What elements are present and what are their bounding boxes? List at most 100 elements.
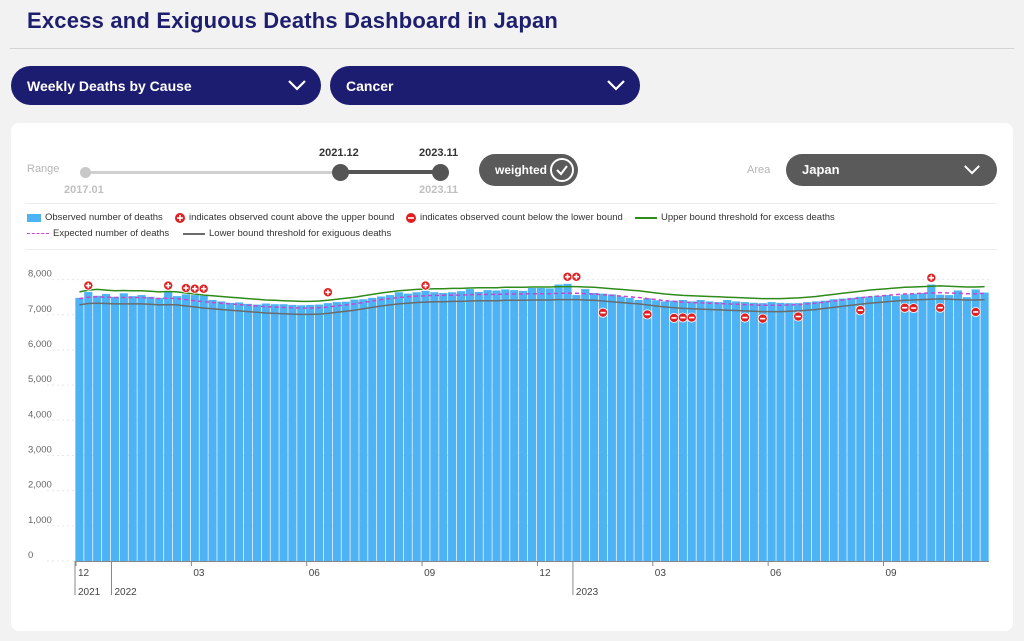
- area-dropdown[interactable]: Japan: [786, 154, 997, 186]
- bar: [625, 297, 634, 561]
- bar: [252, 304, 261, 561]
- year-label: 2021: [78, 587, 101, 598]
- area-label: Area: [747, 164, 771, 176]
- bar: [297, 305, 306, 561]
- bar: [155, 297, 164, 561]
- y-tick-label: 4,000: [28, 409, 52, 420]
- above-marker-vbar: [327, 289, 329, 295]
- bar: [128, 296, 137, 561]
- expected-line: [79, 291, 985, 309]
- above-marker-vbar: [566, 274, 569, 280]
- bar: [820, 300, 829, 561]
- check-icon: [550, 158, 574, 182]
- bar: [669, 300, 679, 561]
- plus-circle-icon: [175, 212, 185, 223]
- chevron-down-icon: [288, 80, 306, 91]
- upper-bound-line: [79, 285, 985, 303]
- below-marker-hbar: [600, 311, 606, 314]
- bar: [847, 297, 856, 561]
- bar: [873, 295, 883, 561]
- dataset-dropdown[interactable]: Weekly Deaths by Cause: [11, 66, 321, 105]
- bar: [962, 297, 971, 561]
- legend-above-label: indicates observed count above the upper…: [189, 212, 395, 223]
- bar: [678, 299, 687, 561]
- bar: [944, 295, 954, 561]
- bar: [483, 290, 492, 561]
- x-tick-label: 03: [193, 568, 205, 579]
- minus-circle-icon: [406, 212, 416, 223]
- bar: [359, 299, 368, 561]
- bar: [865, 296, 874, 561]
- bar: [882, 295, 892, 561]
- below-marker-hbar: [937, 306, 943, 309]
- below-marker-hbar: [689, 316, 695, 319]
- bar: [341, 301, 350, 561]
- range-min-label: 2017.01: [64, 184, 104, 196]
- bar: [421, 290, 430, 561]
- bar: [474, 291, 483, 561]
- bar: [199, 295, 208, 561]
- above-marker-vbar: [930, 275, 933, 281]
- bar: [146, 296, 155, 561]
- below-marker-hbar: [795, 315, 801, 318]
- above-marker-vbar: [424, 282, 427, 289]
- bar: [767, 302, 776, 561]
- below-marker-hbar: [902, 306, 908, 309]
- range-end-handle[interactable]: [432, 164, 449, 181]
- bar: [448, 292, 457, 561]
- bar: [572, 295, 581, 561]
- weighted-toggle-label: weighted: [495, 163, 548, 177]
- lower-bound-line: [79, 298, 985, 316]
- above-marker-vbar: [575, 274, 578, 280]
- legend-expected-swatch: [27, 233, 49, 234]
- x-tick-label: 06: [770, 568, 782, 579]
- range-start-label: 2021.12: [319, 147, 359, 159]
- y-tick-label: 8,000: [28, 269, 52, 280]
- legend-expected: Expected number of deaths: [27, 228, 169, 239]
- bar: [563, 283, 572, 561]
- bar: [306, 304, 315, 561]
- bar: [368, 297, 377, 561]
- range-slider-track[interactable]: [85, 171, 441, 174]
- bar: [430, 292, 439, 561]
- weekly-deaths-chart: 0 1,000 2,000 3,000 4,000 5,000 6,000 7,000 8,00…: [28, 269, 989, 598]
- bar: [439, 292, 448, 561]
- bar: [226, 302, 235, 561]
- legend-lower-swatch: [183, 232, 205, 235]
- below-marker-hbar: [671, 317, 677, 319]
- bar: [598, 293, 608, 561]
- below-marker-hbar: [742, 316, 748, 319]
- bar: [953, 290, 963, 561]
- y-tick-label: 5,000: [28, 374, 52, 385]
- bar: [936, 294, 945, 561]
- bar: [208, 299, 217, 561]
- bar: [190, 295, 199, 561]
- bar: [84, 291, 93, 561]
- bar: [927, 284, 936, 561]
- bar: [554, 284, 563, 561]
- bar: [909, 293, 918, 561]
- legend-observed-swatch: [27, 213, 41, 222]
- weighted-toggle[interactable]: weighted: [479, 154, 578, 186]
- chevron-down-icon: [607, 80, 625, 91]
- bar: [314, 304, 324, 561]
- below-marker-hbar: [857, 309, 863, 311]
- above-marker-vbar: [193, 286, 196, 292]
- bar: [519, 290, 528, 561]
- bar: [900, 294, 909, 561]
- bar: [403, 293, 412, 561]
- bar: [785, 303, 794, 561]
- chevron-down-icon: [964, 165, 980, 175]
- bar: [918, 292, 927, 561]
- bar: [243, 303, 253, 561]
- bar: [261, 303, 270, 561]
- legend-upper-label: Upper bound threshold for excess deaths: [661, 212, 835, 223]
- y-tick-label: 1,000: [28, 515, 52, 526]
- cause-dropdown[interactable]: Cancer: [330, 66, 640, 105]
- bar: [696, 299, 705, 561]
- legend-expected-label: Expected number of deaths: [53, 228, 170, 239]
- bar: [181, 294, 191, 561]
- range-start-handle[interactable]: [332, 164, 349, 181]
- bar: [323, 303, 332, 561]
- y-tick-label: 2,000: [28, 480, 52, 491]
